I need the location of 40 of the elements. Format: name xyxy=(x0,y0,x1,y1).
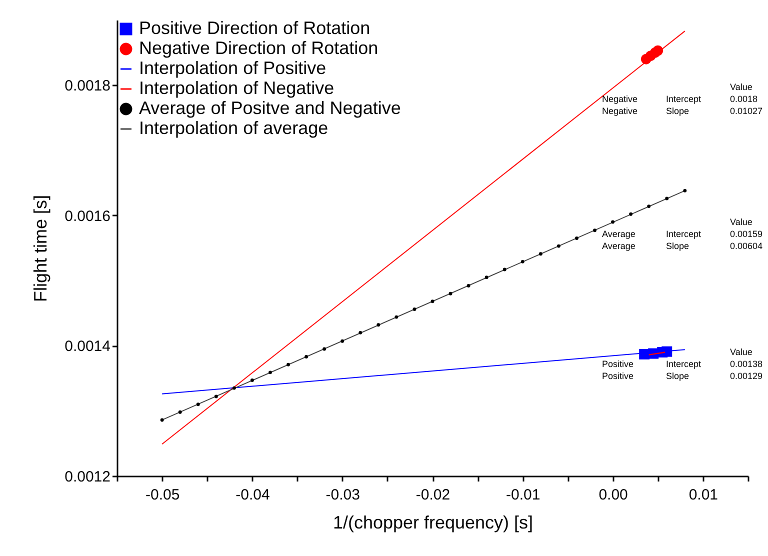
annotation: Slope xyxy=(666,371,690,381)
annotation: Positive xyxy=(602,371,634,381)
x-tick-label: -0.02 xyxy=(416,486,450,504)
x-tick-label: 0.00 xyxy=(598,486,628,504)
legend-label: Interpolation of Negative xyxy=(139,78,334,98)
annotation: Slope xyxy=(666,241,690,251)
annotation: 0.00138 xyxy=(730,359,763,369)
x-axis-title: 1/(chopper frequency) [s] xyxy=(332,512,534,532)
annotation: Value xyxy=(730,217,752,227)
annotation: Slope xyxy=(666,106,690,116)
y-tick-label: 0.0012 xyxy=(64,468,110,486)
annotation: 0.00159 xyxy=(730,229,763,239)
x-tick-label: 0.01 xyxy=(688,486,718,504)
annotation: Value xyxy=(730,347,752,357)
legend-label: Average of Positve and Negative xyxy=(139,98,401,118)
legend-label: Positive Direction of Rotation xyxy=(139,18,370,38)
y-axis-title: Flight time [s] xyxy=(30,194,51,302)
x-tick-label: -0.04 xyxy=(236,486,270,504)
x-tick-label: -0.01 xyxy=(506,486,540,504)
x-tick-label: -0.03 xyxy=(326,486,360,504)
annotation: Average xyxy=(602,229,636,239)
annotation: Negative xyxy=(602,94,638,104)
annotation: 0.00129 xyxy=(730,371,763,381)
annotation: 0.01027 xyxy=(730,106,763,116)
annotation: Intercept xyxy=(666,229,702,239)
annotation: Negative xyxy=(602,106,638,116)
annotation: Intercept xyxy=(666,359,702,369)
annotation: Average xyxy=(602,241,636,251)
annotation: Intercept xyxy=(666,94,702,104)
x-tick-label: -0.05 xyxy=(145,486,180,504)
legend-label: Negative Direction of Rotation xyxy=(139,38,378,58)
annotation: Positive xyxy=(602,359,634,369)
annotation: Value xyxy=(730,82,752,92)
annotation: 0.00604 xyxy=(730,241,763,251)
y-tick-label: 0.0018 xyxy=(64,78,110,95)
annotation: 0.0018 xyxy=(730,94,758,104)
y-tick-label: 0.0016 xyxy=(64,208,110,225)
legend-label: Interpolation of average xyxy=(139,118,328,138)
legend-label: Interpolation of Positive xyxy=(139,58,326,78)
y-tick-label: 0.0014 xyxy=(64,338,110,356)
